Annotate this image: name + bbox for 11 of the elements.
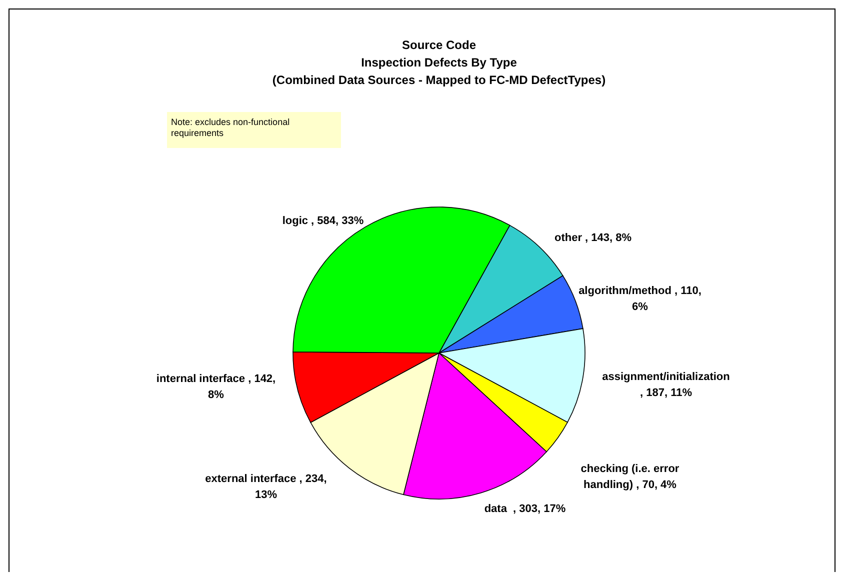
slice-label: external interface , 234, 13% (205, 473, 327, 501)
slice-label: internal interface , 142, 8% (156, 373, 276, 401)
slice-label: other , 143, 8% (554, 232, 632, 244)
slice-label: checking (i.e. error handling) , 70, 4% (580, 463, 680, 491)
slice-label: assignment/initialization (602, 371, 730, 383)
slice-label: logic , 584, 33% (282, 215, 364, 227)
slice-label: algorithm/method , 110, 6% (578, 285, 702, 313)
text: Note: excludes non-functional requirements (171, 117, 290, 138)
chart-title: Source Code Inspection Defects By Type (Combined Data Sources - Mapped to FC-MD DefectTypes) (272, 38, 606, 87)
data-label: , 187, 11% (640, 387, 692, 399)
slice-label: data , 303, 17% (484, 503, 566, 515)
